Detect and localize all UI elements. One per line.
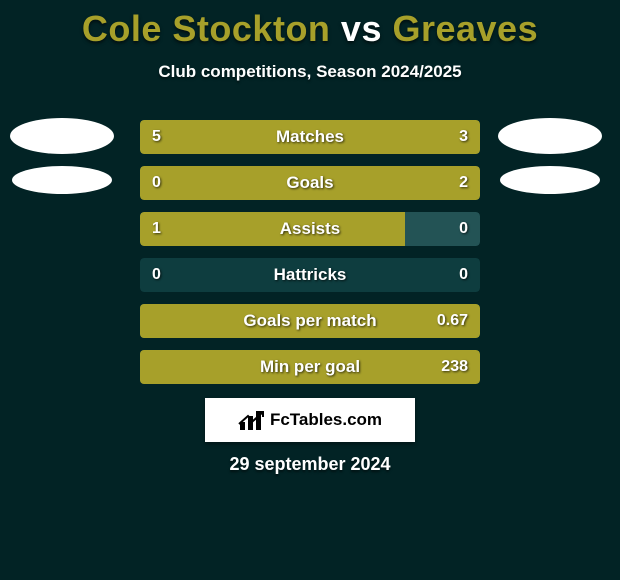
stat-value-right: 2 bbox=[459, 174, 468, 192]
stat-value-left: 1 bbox=[152, 220, 161, 238]
stat-label: Goals bbox=[286, 173, 333, 193]
title-vs: vs bbox=[330, 8, 392, 49]
stat-label: Hattricks bbox=[274, 265, 347, 285]
stat-value-right: 0.67 bbox=[437, 312, 468, 330]
stat-row: 5 3 Matches bbox=[140, 120, 480, 154]
source-badge-text: FcTables.com bbox=[270, 410, 382, 430]
stat-label: Assists bbox=[280, 219, 340, 239]
title-left: Cole Stockton bbox=[82, 8, 331, 49]
stat-value-right: 0 bbox=[459, 266, 468, 284]
stat-row: 0.67 Goals per match bbox=[140, 304, 480, 338]
avatar-placeholder-icon bbox=[500, 166, 600, 194]
avatar-right bbox=[494, 118, 606, 230]
stat-value-left: 0 bbox=[152, 174, 161, 192]
subtitle: Club competitions, Season 2024/2025 bbox=[0, 62, 620, 82]
stat-label: Matches bbox=[276, 127, 344, 147]
bars-chart-icon bbox=[238, 410, 264, 430]
stat-row: 1 0 Assists bbox=[140, 212, 480, 246]
stat-row: 0 0 Hattricks bbox=[140, 258, 480, 292]
source-badge[interactable]: FcTables.com bbox=[205, 398, 415, 442]
stat-row: 238 Min per goal bbox=[140, 350, 480, 384]
comparison-chart: 5 3 Matches 0 2 Goals 1 0 Assists 0 0 Hattricks 0.67… bbox=[140, 120, 480, 396]
bar-left bbox=[140, 212, 405, 246]
avatar-placeholder-icon bbox=[498, 118, 602, 154]
stat-value-left: 0 bbox=[152, 266, 161, 284]
avatar-placeholder-icon bbox=[10, 118, 114, 154]
avatar-left bbox=[6, 118, 118, 230]
date-caption: 29 september 2024 bbox=[0, 454, 620, 475]
stat-label: Goals per match bbox=[243, 311, 376, 331]
avatar-placeholder-icon bbox=[12, 166, 112, 194]
bar-left bbox=[140, 166, 201, 200]
stat-row: 0 2 Goals bbox=[140, 166, 480, 200]
stat-value-right: 238 bbox=[441, 358, 468, 376]
stat-value-right: 0 bbox=[459, 220, 468, 238]
stat-label: Min per goal bbox=[260, 357, 360, 377]
bar-right bbox=[201, 166, 480, 200]
page-title: Cole Stockton vs Greaves bbox=[0, 0, 620, 50]
stat-value-left: 5 bbox=[152, 128, 161, 146]
title-right: Greaves bbox=[392, 8, 538, 49]
stat-value-right: 3 bbox=[459, 128, 468, 146]
